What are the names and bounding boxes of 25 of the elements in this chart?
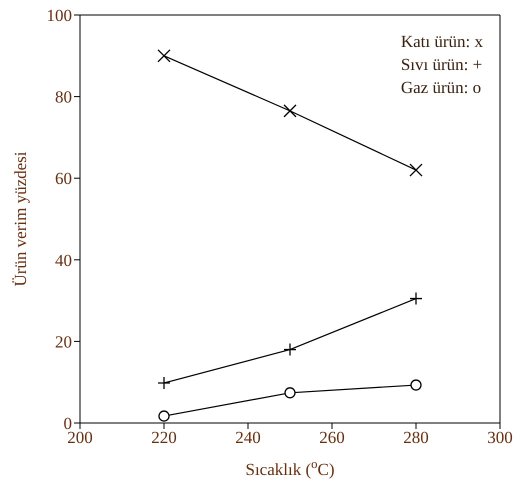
point (409, 163, 423, 177)
annotation: Katı ürün: x (400, 31, 483, 53)
point (157, 376, 171, 390)
y-axis-title: Ürün verim yüzdesi (11, 151, 30, 287)
point (283, 104, 297, 118)
point (284, 387, 296, 398)
y-tick-label: 100 (46, 6, 72, 26)
y-tick-label: 60 (55, 169, 72, 188)
x-tick-label: 300 (487, 428, 513, 448)
x-tick-label: 220 (151, 428, 177, 448)
point (410, 379, 422, 391)
y-tick-label: 80 (55, 88, 72, 107)
annotation: Sıvı ürün: + (400, 54, 483, 76)
x-tick-label: 280 (403, 428, 429, 448)
y-tick-label: 20 (55, 332, 72, 352)
y-tick-label: 40 (55, 250, 72, 270)
x-tick-label: 240 (235, 428, 261, 448)
point (158, 410, 170, 422)
x-tick-label: 260 (319, 428, 345, 448)
x-tick-label: 200 (67, 428, 93, 448)
point (157, 49, 171, 62)
annotation: Gaz ürün: o (400, 77, 482, 99)
point (283, 342, 297, 356)
x-axis-title: Sıcaklık ($^{o}$C) (245, 457, 335, 479)
point (409, 292, 423, 306)
